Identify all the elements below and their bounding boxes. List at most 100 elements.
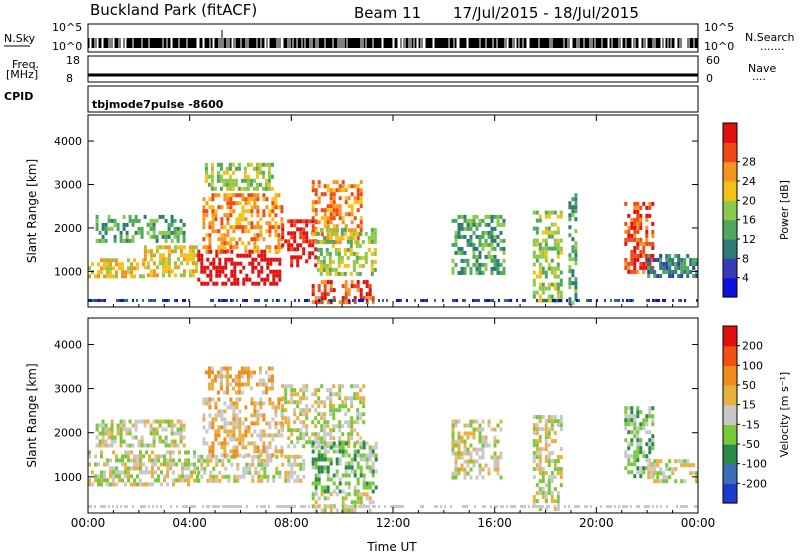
echo-cell (166, 458, 169, 463)
echo-cell (220, 237, 224, 242)
echo-cell (225, 370, 229, 375)
echo-cell (630, 418, 634, 423)
echo-cell (253, 449, 257, 454)
echo-cell (214, 433, 218, 438)
echo-cell (556, 230, 560, 235)
echo-cell (215, 265, 219, 270)
echo-cell (496, 262, 500, 267)
echo-cell (235, 405, 239, 410)
echo-cell (257, 269, 261, 274)
echo-cell (328, 227, 332, 232)
echo-cell (535, 230, 539, 235)
echo-cell (362, 441, 366, 446)
echo-cell (246, 378, 250, 383)
echo-cell (368, 296, 372, 301)
echo-cell (247, 201, 251, 206)
echo-cell (347, 420, 351, 425)
echo-cell (125, 230, 129, 235)
echo-cell (337, 271, 341, 276)
echo-cell (251, 458, 255, 463)
ground-scatter-cell (160, 505, 162, 508)
echo-cell (262, 445, 266, 450)
echo-cell (167, 230, 171, 235)
echo-cell (202, 221, 206, 226)
echo-cell (142, 258, 145, 263)
echo-cell (242, 474, 246, 479)
echo-cell (160, 454, 163, 459)
echo-cell (290, 470, 294, 475)
echo-cell (532, 238, 536, 243)
echo-cell (322, 255, 326, 260)
echo-cell (219, 178, 223, 183)
echo-cell (208, 421, 212, 426)
echo-cell (211, 417, 215, 422)
echo-cell (148, 470, 151, 475)
echo-cell (559, 270, 563, 275)
echo-cell (547, 475, 551, 480)
echo-cell (651, 406, 655, 411)
echo-cell (155, 249, 159, 254)
echo-cell (344, 496, 348, 501)
echo-cell (320, 424, 324, 429)
echo-cell (260, 277, 264, 282)
echo-cell (544, 423, 548, 428)
echo-cell (478, 250, 482, 255)
nave-tick-top: 60 (706, 54, 720, 67)
echo-cell (362, 420, 366, 425)
echo-cell (277, 401, 281, 406)
echo-cell (172, 482, 175, 487)
echo-cell (338, 396, 342, 401)
echo-cell (338, 424, 342, 429)
echo-cell (314, 247, 318, 252)
ground-scatter-cell (330, 299, 332, 302)
echo-cell (179, 253, 183, 258)
echo-cell (142, 262, 145, 267)
echo-cell (633, 474, 637, 479)
echo-cell (205, 233, 209, 238)
echo-cell (127, 270, 130, 275)
echo-cell (112, 478, 115, 483)
ground-scatter-cell (434, 299, 436, 302)
echo-cell (311, 243, 315, 248)
echo-cell (246, 374, 250, 379)
echo-cell (261, 170, 265, 175)
echo-cell (356, 496, 360, 501)
echo-cell (244, 405, 248, 410)
echo-cell (290, 263, 294, 268)
echo-cell (290, 388, 294, 393)
echo-cell (350, 400, 354, 405)
echo-cell (472, 230, 476, 235)
ground-scatter-cell (450, 505, 452, 508)
echo-cell (556, 266, 560, 271)
echo-cell (463, 447, 467, 452)
echo-cell (559, 447, 563, 452)
echo-cell (668, 266, 672, 270)
colorbar-frame (722, 122, 738, 298)
echo-cell (544, 419, 548, 424)
echo-cell (347, 300, 351, 305)
echo-cell (630, 261, 634, 266)
echo-cell (110, 431, 114, 436)
ground-scatter-cell (396, 299, 398, 302)
colorbar-tick-label: 12 (742, 233, 756, 246)
echo-cell (231, 186, 235, 191)
echo-cell (326, 449, 330, 454)
ground-scatter-cell (464, 299, 466, 302)
echo-cell (257, 474, 261, 479)
echo-cell (217, 409, 221, 414)
y-axis-label: Slant Range [km] (25, 363, 39, 467)
echo-cell (556, 214, 560, 219)
echo-cell (245, 470, 249, 475)
echo-cell (249, 386, 253, 391)
echo-cell (457, 443, 461, 448)
echo-cell (639, 249, 643, 254)
ground-scatter-cell (628, 299, 630, 302)
echo-cell (636, 201, 640, 206)
echo-cell (100, 474, 103, 479)
echo-cell (344, 465, 348, 470)
ground-scatter-cell (236, 299, 238, 302)
ground-scatter-cell (214, 505, 216, 508)
echo-cell (463, 467, 467, 472)
echo-cell (341, 404, 345, 409)
echo-cell (370, 271, 374, 276)
